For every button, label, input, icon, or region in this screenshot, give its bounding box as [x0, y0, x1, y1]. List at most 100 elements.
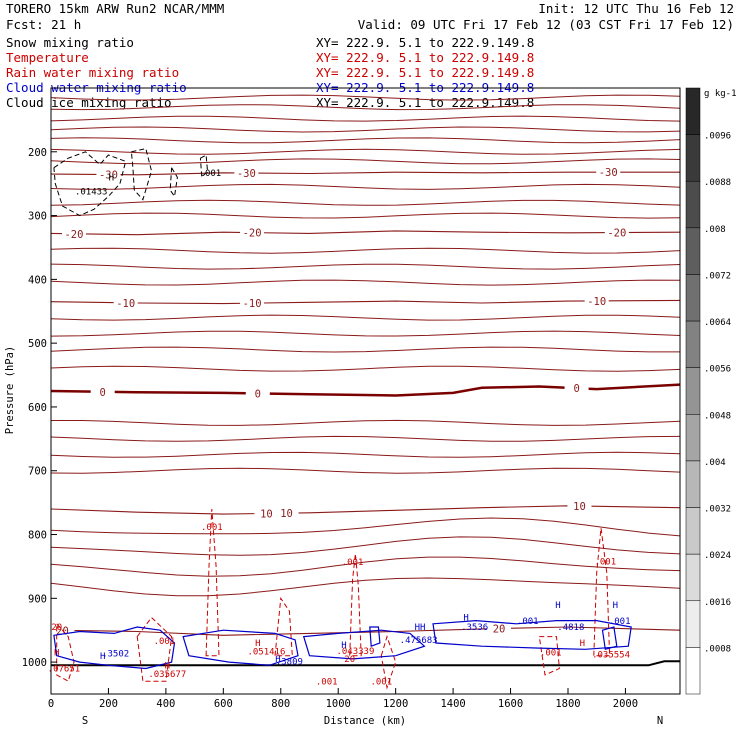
isotherm-label-bg [96, 168, 121, 181]
high-marker: H [165, 661, 170, 671]
isotherm-label-bg [90, 385, 115, 398]
background-contour-line [50, 137, 681, 144]
field-xy-rain: XY= 222.9. 5.1 to 222.9.149.8 [316, 65, 534, 80]
plot-frame [50, 87, 681, 695]
cloud-ice-contours [53, 148, 209, 217]
x-tick-label: 0 [48, 698, 54, 710]
cloud-water-contour [53, 626, 176, 670]
x-tick-label: 1600 [498, 698, 523, 710]
background-contour-line [50, 556, 681, 577]
isotherm--30: -30 -30 -30 [50, 166, 680, 182]
x-tick-label: 1800 [555, 698, 580, 710]
colorbar-tick-label: .0064 [704, 318, 731, 328]
background-contour-line [50, 158, 681, 165]
contour-value-label: .001 [594, 558, 616, 568]
colorbar-bin [685, 553, 701, 602]
background-contour-line [50, 199, 681, 206]
colorbar-tick-label: .0024 [704, 551, 731, 561]
high-marker: H [341, 641, 346, 651]
terrain-line [51, 660, 680, 667]
isotherm-label: 10 [280, 508, 293, 520]
y-axis-label: Pressure (hPa) [4, 346, 16, 435]
x-tick-label: 1000 [326, 698, 351, 710]
high-marker: H [100, 652, 105, 662]
isotherm-10: 10 10 10 [50, 500, 681, 520]
isotherm-label: -20 [607, 228, 626, 240]
contour-value-label: .475683 [400, 636, 438, 646]
contour-value-label: 20 [51, 623, 62, 633]
y-tick-label: 200 [28, 147, 47, 159]
contour-value-label: .001 [316, 677, 338, 687]
isotherm-label: -30 [99, 170, 118, 182]
contour-value-label: .043339 [336, 647, 374, 657]
contour-value-label: .051416 [247, 647, 285, 657]
field-name-snow: Snow mixing ratio [6, 35, 134, 50]
axes: 0 200 400 600 800 1000 1200 1400 1600 1800 2000200… [22, 147, 638, 710]
background-contour-line [50, 314, 681, 321]
cloud-ice-contour [199, 154, 209, 179]
cloud-water-contour [369, 626, 381, 648]
y-tick-label: 700 [28, 466, 47, 478]
colorbar-tick-label: .0016 [704, 598, 731, 608]
contour-value-label: .07651 [48, 665, 81, 675]
isotherm-label-bg [567, 500, 592, 513]
direction-south-label: S [82, 715, 88, 727]
background-contour-line [50, 279, 681, 286]
contour-value-label: .001 [370, 677, 392, 687]
rain-contour [56, 622, 75, 682]
colorbar-bin [685, 600, 701, 648]
isotherm-label: 0 [573, 383, 579, 395]
x-tick-label: 600 [214, 698, 233, 710]
header-valid-time: Valid: 09 UTC Fri 17 Feb 12 (03 CST Fri … [358, 17, 734, 32]
x-axis-label: Distance (km) [324, 715, 406, 727]
isotherm-label: 10 [260, 508, 273, 520]
colorbar-tick-label: .0096 [704, 132, 731, 142]
cloud-water-contour [432, 619, 632, 650]
contour-value-label: .3502 [102, 649, 129, 659]
background-contour-line [50, 94, 681, 101]
rain-contour [593, 528, 611, 657]
colorbar-bin [685, 647, 701, 695]
y-tick-label: 600 [28, 402, 47, 414]
isotherm-label: -30 [237, 168, 256, 180]
isotherm-0: 0 0 0 [50, 382, 681, 400]
contour-value-label: .001 [609, 617, 631, 627]
high-marker: H [613, 601, 618, 611]
contour-value-label: .001 [540, 649, 562, 659]
isotherm-label-bg [274, 507, 299, 520]
contour-value-label: .035677 [148, 670, 186, 680]
background-contour-line [51, 419, 681, 426]
colorbar-tick-label: .0008 [704, 644, 731, 654]
colorbar-bin [685, 180, 701, 229]
contour-value-label: 20 [344, 655, 355, 665]
isotherm-line [50, 171, 680, 176]
contour-value-label: .035554 [592, 651, 630, 661]
cloud-ice-contour [53, 151, 127, 217]
direction-north-label: N [657, 715, 663, 727]
rain-contour [538, 636, 560, 676]
colorbar-bin [685, 87, 701, 135]
x-tick-label: 1400 [440, 698, 465, 710]
field-name-cloud-ice: Cloud ice mixing ratio [6, 95, 172, 110]
isotherm-label-bg [596, 166, 621, 179]
contour-value-label: .001 [201, 523, 223, 533]
cloud-ice-contour [130, 148, 153, 201]
header-forecast-hour: Fcst: 21 h [6, 17, 81, 32]
contour-value-label: .001 [342, 558, 364, 568]
background-contour-line [50, 148, 681, 155]
background-contours [50, 94, 681, 597]
y-tick-label: 1000 [22, 657, 47, 669]
field-name-temperature: Temperature [6, 50, 89, 65]
background-contour-line [50, 467, 681, 474]
plot-area: -30 -30 -30-20 -20 -20-10 -10 -100 0 010 10102020… [48, 94, 681, 690]
background-contour-line [50, 126, 681, 133]
rain-contour [349, 553, 362, 657]
contour-value-label: .001 [200, 169, 222, 179]
contour-value-label: .01433 [75, 188, 108, 198]
colorbar-bin [685, 134, 701, 182]
background-contour-line [50, 263, 681, 270]
cloud-water-contours [53, 619, 632, 670]
contour-value-label: .3536 [461, 623, 488, 633]
background-contour-line [50, 451, 681, 458]
